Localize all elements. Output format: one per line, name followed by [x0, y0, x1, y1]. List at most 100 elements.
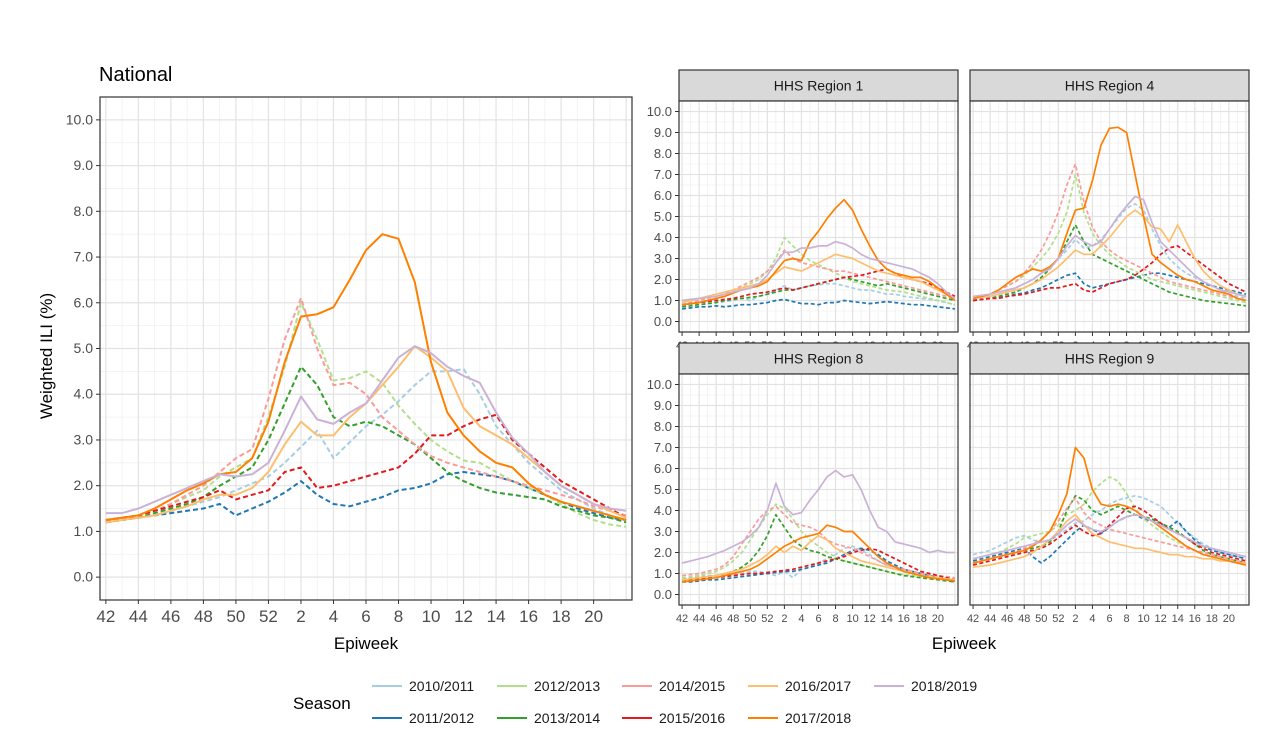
y-tick-label: 0.0 [654, 587, 672, 602]
x-tick-label: 52 [761, 613, 773, 625]
x-tick-label: 12 [864, 613, 876, 625]
x-tick-label: 8 [832, 613, 838, 625]
y-tick-label: 8.0 [74, 203, 94, 219]
national-panel: 0.01.02.03.04.05.06.07.08.09.010.042 44 46… [66, 96, 633, 626]
x-tick-label: 48 [194, 607, 213, 626]
legend-label: 2013/2014 [534, 710, 600, 726]
y-tick-label: 5.0 [654, 482, 672, 497]
x-tick-label: 42 [967, 613, 979, 625]
facet-panel-hhs-region-8: HHS Region 8 0.0 1.0 2.0 3.0 4.0 5.0 6.0 7.0 8.0 9… [647, 342, 959, 625]
y-tick-label: 8.0 [654, 419, 672, 434]
facet-strip [969, 342, 1250, 375]
facet-strip [969, 69, 1250, 102]
y-tick-label: 6.0 [654, 188, 672, 203]
series-line-2013-2014 [105, 365, 627, 524]
series-line-2014-2015 [972, 163, 1247, 302]
legend-item-2010-2011: 2010/2011 [372, 678, 474, 694]
x-tick-label: 18 [1206, 613, 1218, 625]
y-tick-label: 9.0 [654, 125, 672, 140]
y-tick-label: 1.0 [654, 566, 672, 581]
legend-item-2018-2019: 2018/2019 [874, 678, 977, 694]
y-tick-label: 2.0 [654, 272, 672, 287]
legend-item-2012-2013: 2012/2013 [497, 678, 600, 694]
legend-label: 2014/2015 [659, 678, 725, 694]
x-tick-label: 6 [815, 613, 821, 625]
y-tick-label: 4.0 [654, 230, 672, 245]
x-tick-label: 12 [1155, 613, 1167, 625]
series-line-2010-2011 [972, 494, 1246, 558]
facet-strip-title: HHS Region 4 [1065, 78, 1155, 94]
facet-panel-hhs-region-9: HHS Region 942 44 46 48 50 52 2 4 6 8 10 12 14 16 18 20 [967, 342, 1250, 625]
series-line-2016-2017 [681, 253, 956, 304]
series-line-2011-2012 [972, 513, 1247, 564]
series-line-2012-2013 [972, 173, 1247, 304]
x-tick-label: 18 [552, 607, 571, 626]
x-tick-label: 4 [1089, 613, 1095, 625]
series-line-2017-2018 [972, 126, 1247, 302]
y-tick-label: 6.0 [654, 461, 672, 476]
x-tick-label: 46 [161, 607, 180, 626]
y-tick-label: 5.0 [74, 340, 94, 356]
x-tick-label: 50 [226, 607, 245, 626]
legend-label: 2016/2017 [785, 678, 851, 694]
series-line-2011-2012 [972, 272, 1247, 302]
x-tick-label: 48 [1018, 613, 1030, 625]
x-tick-label: 16 [898, 613, 910, 625]
x-tick-label: 50 [1035, 613, 1047, 625]
x-tick-label: 42 [96, 607, 115, 626]
legend-item-2013-2014: 2013/2014 [497, 710, 600, 726]
series-line-2016-2017 [972, 513, 1246, 569]
x-tick-label: 6 [1106, 613, 1112, 625]
x-tick-label: 12 [454, 607, 473, 626]
series-line-2018-2019 [973, 195, 1247, 298]
x-tick-label: 44 [984, 613, 996, 625]
facet-x-axis-label: Epiweek [932, 634, 997, 653]
x-tick-label: 14 [881, 613, 893, 625]
legend-label: 2018/2019 [911, 678, 977, 694]
series-line-2015-2016 [972, 505, 1247, 566]
x-tick-label: 20 [584, 607, 603, 626]
series-line-2015-2016 [105, 413, 627, 521]
national-x-axis-label: Epiweek [334, 634, 399, 653]
x-tick-label: 14 [487, 607, 506, 626]
x-tick-label: 42 [676, 613, 688, 625]
y-tick-label: 3.0 [654, 251, 672, 266]
legend-item-2011-2012: 2011/2012 [372, 710, 474, 726]
facet-strip-title: HHS Region 1 [774, 78, 864, 94]
y-tick-label: 10.0 [647, 104, 672, 119]
y-tick-label: 8.0 [654, 146, 672, 161]
y-tick-label: 5.0 [654, 209, 672, 224]
y-tick-label: 0.0 [654, 314, 672, 329]
series-line-2016-2017 [973, 209, 1247, 300]
series-line-2014-2015 [105, 297, 627, 524]
x-tick-label: 4 [798, 613, 804, 625]
x-tick-label: 10 [846, 613, 858, 625]
y-tick-label: 9.0 [654, 398, 672, 413]
x-tick-label: 2 [781, 613, 787, 625]
legend-label: 2015/2016 [659, 710, 725, 726]
y-tick-label: 1.0 [74, 523, 94, 539]
y-tick-label: 2.0 [654, 545, 672, 560]
x-tick-label: 50 [744, 613, 756, 625]
facet-strip-title: HHS Region 8 [774, 351, 864, 367]
y-tick-label: 2.0 [74, 477, 94, 493]
series-line-2017-2018 [681, 198, 956, 306]
series-line-2017-2018 [105, 233, 627, 521]
y-tick-label: 3.0 [654, 524, 672, 539]
y-tick-label: 0.0 [74, 569, 94, 585]
legend-title: Season [293, 694, 351, 713]
facet-strip [678, 69, 959, 102]
y-tick-label: 9.0 [74, 157, 94, 173]
series-line-2015-2016 [972, 245, 1247, 302]
x-tick-label: 46 [710, 613, 722, 625]
y-tick-label: 7.0 [654, 167, 672, 182]
series-line-2018-2019 [681, 240, 956, 302]
y-tick-label: 1.0 [654, 293, 672, 308]
legend-item-2016-2017: 2016/2017 [748, 678, 851, 694]
series-line-2015-2016 [682, 547, 956, 581]
x-tick-label: 10 [1137, 613, 1149, 625]
national-title: National [99, 64, 172, 86]
x-tick-label: 14 [1172, 613, 1184, 625]
y-tick-label: 7.0 [654, 440, 672, 455]
